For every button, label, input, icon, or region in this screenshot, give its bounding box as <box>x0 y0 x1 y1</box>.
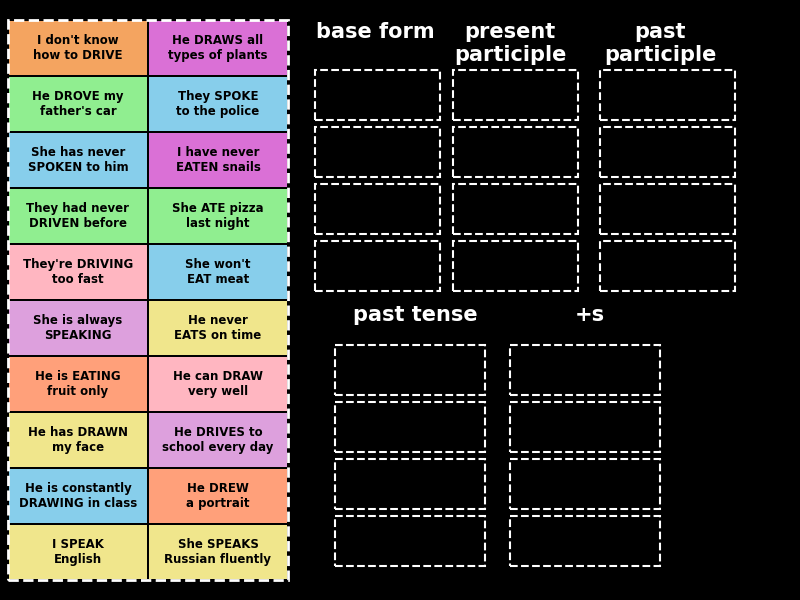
FancyBboxPatch shape <box>510 459 660 509</box>
Bar <box>149 189 287 243</box>
Bar <box>9 357 147 411</box>
FancyBboxPatch shape <box>600 184 735 234</box>
Text: He DRIVES to
school every day: He DRIVES to school every day <box>162 426 274 454</box>
FancyBboxPatch shape <box>335 516 485 566</box>
FancyBboxPatch shape <box>510 402 660 452</box>
FancyBboxPatch shape <box>453 70 578 120</box>
Text: She SPEAKS
Russian fluently: She SPEAKS Russian fluently <box>165 538 271 566</box>
Bar <box>9 21 147 75</box>
Bar <box>9 133 147 187</box>
FancyBboxPatch shape <box>335 345 485 395</box>
Text: He can DRAW
very well: He can DRAW very well <box>173 370 263 398</box>
Text: They SPOKE
to the police: They SPOKE to the police <box>176 90 260 118</box>
Bar <box>149 525 287 579</box>
Text: They're DRIVING
too fast: They're DRIVING too fast <box>23 258 133 286</box>
Text: He never
EATS on time: He never EATS on time <box>174 314 262 342</box>
Bar <box>9 469 147 523</box>
FancyBboxPatch shape <box>315 184 440 234</box>
Text: He is constantly
DRAWING in class: He is constantly DRAWING in class <box>19 482 137 510</box>
Bar <box>149 357 287 411</box>
Text: She is always
SPEAKING: She is always SPEAKING <box>34 314 122 342</box>
Bar <box>149 133 287 187</box>
Text: She has never
SPOKEN to him: She has never SPOKEN to him <box>28 146 128 174</box>
Bar <box>9 525 147 579</box>
Bar <box>149 301 287 355</box>
Text: base form: base form <box>316 22 434 42</box>
FancyBboxPatch shape <box>315 127 440 177</box>
Text: past tense: past tense <box>353 305 478 325</box>
Bar <box>9 189 147 243</box>
FancyBboxPatch shape <box>600 241 735 291</box>
FancyBboxPatch shape <box>510 516 660 566</box>
Text: He DROVE my
father's car: He DROVE my father's car <box>32 90 124 118</box>
Bar <box>149 77 287 131</box>
Bar <box>9 245 147 299</box>
FancyBboxPatch shape <box>510 345 660 395</box>
FancyBboxPatch shape <box>600 70 735 120</box>
Bar <box>9 301 147 355</box>
Bar <box>9 413 147 467</box>
Text: +s: +s <box>575 305 605 325</box>
Text: I SPEAK
English: I SPEAK English <box>52 538 104 566</box>
Text: He DRAWS all
types of plants: He DRAWS all types of plants <box>168 34 268 62</box>
Bar <box>149 245 287 299</box>
FancyBboxPatch shape <box>335 402 485 452</box>
Bar <box>149 413 287 467</box>
Text: They had never
DRIVEN before: They had never DRIVEN before <box>26 202 130 230</box>
Text: past
participle: past participle <box>604 22 716 65</box>
Text: He is EATING
fruit only: He is EATING fruit only <box>35 370 121 398</box>
FancyBboxPatch shape <box>315 70 440 120</box>
FancyBboxPatch shape <box>600 127 735 177</box>
FancyBboxPatch shape <box>453 127 578 177</box>
Text: present
participle: present participle <box>454 22 566 65</box>
FancyBboxPatch shape <box>453 184 578 234</box>
FancyBboxPatch shape <box>315 241 440 291</box>
Text: He has DRAWN
my face: He has DRAWN my face <box>28 426 128 454</box>
Text: She ATE pizza
last night: She ATE pizza last night <box>172 202 264 230</box>
Text: I have never
EATEN snails: I have never EATEN snails <box>175 146 261 174</box>
Bar <box>9 77 147 131</box>
Text: She won't
EAT meat: She won't EAT meat <box>186 258 250 286</box>
FancyBboxPatch shape <box>335 459 485 509</box>
Bar <box>149 21 287 75</box>
Text: I don't know
how to DRIVE: I don't know how to DRIVE <box>34 34 122 62</box>
Bar <box>149 469 287 523</box>
Text: He DREW
a portrait: He DREW a portrait <box>186 482 250 510</box>
FancyBboxPatch shape <box>453 241 578 291</box>
